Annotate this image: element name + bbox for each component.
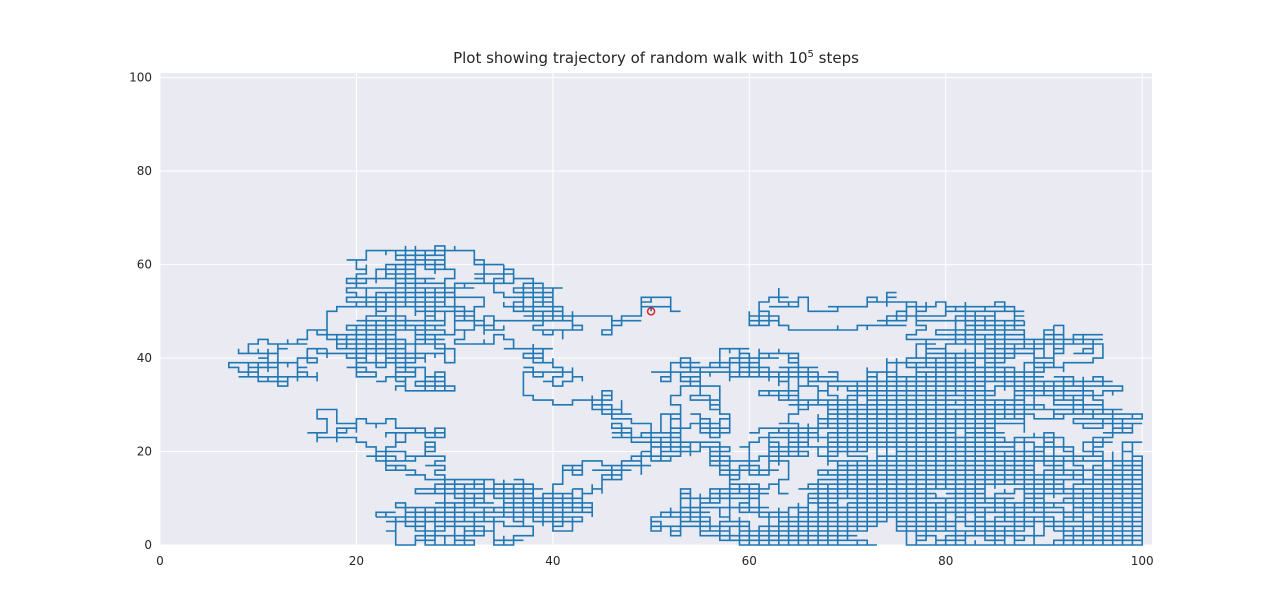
y-axis-ticks: 0 20 40 60 80 100 (129, 71, 152, 552)
title-prefix: Plot showing trajectory of random walk w… (453, 49, 788, 67)
y-tick-label: 0 (144, 538, 152, 552)
title-exponent: 5 (808, 49, 814, 60)
x-tick-label: 80 (938, 554, 953, 568)
y-tick-label: 80 (137, 164, 152, 178)
x-tick-label: 60 (742, 554, 757, 568)
chart-title: Plot showing trajectory of random walk w… (453, 49, 859, 67)
x-tick-label: 100 (1131, 554, 1154, 568)
x-tick-label: 20 (349, 554, 364, 568)
y-tick-label: 100 (129, 71, 152, 85)
x-tick-label: 0 (156, 554, 164, 568)
start-point-marker (646, 307, 656, 316)
y-tick-label: 60 (137, 258, 152, 272)
x-axis-ticks: 0 20 40 60 80 100 (156, 554, 1153, 568)
title-base: 10 (788, 49, 807, 67)
trajectory-line (228, 245, 1143, 546)
y-tick-label: 40 (137, 351, 152, 365)
x-tick-label: 40 (545, 554, 560, 568)
trajectory-group (228, 245, 1143, 546)
title-suffix: steps (814, 49, 859, 67)
y-tick-label: 20 (137, 445, 152, 459)
